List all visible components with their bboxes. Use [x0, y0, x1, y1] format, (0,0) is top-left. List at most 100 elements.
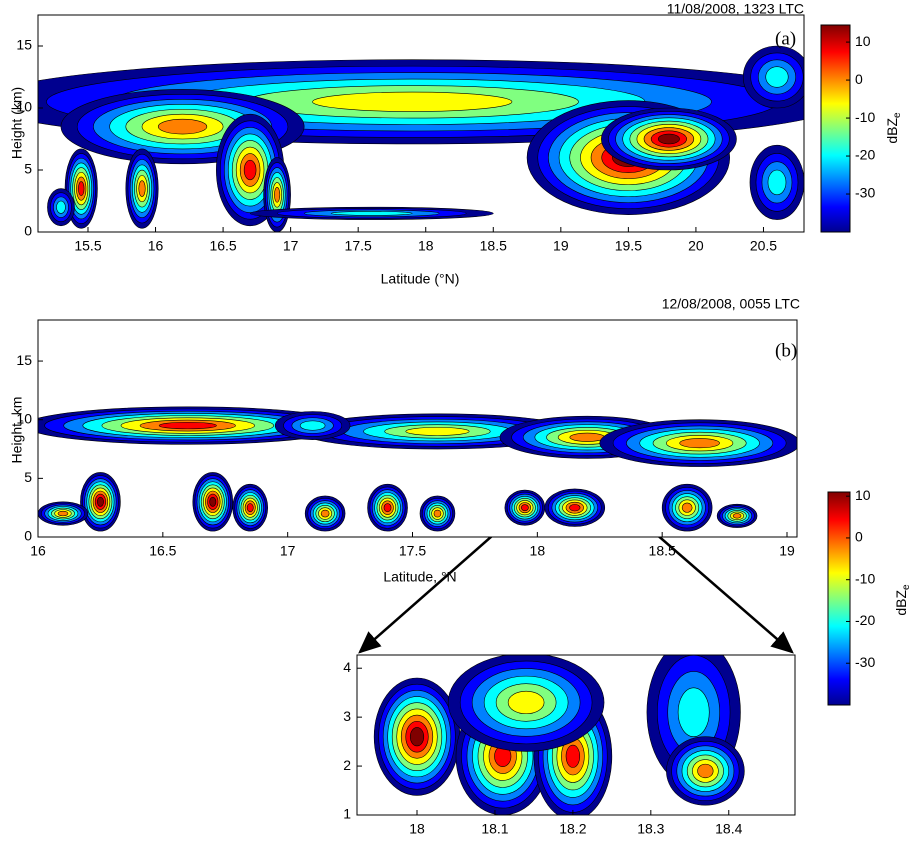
x-tick-label: 17.5 [345, 238, 372, 254]
y-tick-label: 10 [16, 410, 32, 426]
contour-level [158, 421, 217, 430]
contour-level [681, 502, 693, 513]
contour-level [569, 504, 581, 512]
colorbar-tick-label: 10 [855, 487, 871, 503]
colorbar-tick-label: -10 [855, 109, 875, 125]
x-tick-label: 19 [553, 238, 569, 254]
x-tick-label: 19.5 [615, 238, 642, 254]
colorbar-tick-label: 0 [855, 71, 863, 87]
contour-field [38, 406, 797, 532]
colorbar-label: dBZe [893, 584, 912, 616]
colorbar-label: dBZe [884, 112, 903, 144]
contour-level [274, 187, 281, 203]
colorbar-label-main: dBZ [884, 118, 900, 144]
contour-level [405, 427, 470, 436]
y-tick-label: 0 [24, 528, 32, 544]
contour-level [299, 420, 326, 431]
colorbar-tick-label: -30 [855, 185, 875, 201]
contour-level [330, 211, 413, 216]
y-tick-label: 5 [24, 469, 32, 485]
contour-level [657, 133, 680, 145]
contour-level [56, 200, 66, 214]
x-tick-label: 15.5 [74, 238, 101, 254]
contour-level [569, 432, 606, 442]
contour-level [565, 744, 581, 768]
panel: 15.5 16 16.5 17 17.5 18 18.5 19 19.5 20 20.5 0 5 10 15… [9, 1, 903, 287]
x-tick-label: 18.5 [649, 543, 676, 559]
contour-level [320, 509, 330, 518]
panel-label: (b) [775, 340, 797, 361]
x-tick-label: 19 [779, 543, 795, 559]
x-axis-label: Latitude, °N [383, 569, 456, 585]
colorbar [820, 24, 851, 233]
contour-level [521, 504, 529, 512]
colorbar-label-sub: e [901, 584, 912, 590]
x-axis-label: Latitude (°N) [381, 271, 460, 287]
x-tick-label: 16 [148, 238, 164, 254]
y-tick-label: 2 [343, 757, 351, 773]
contour-field [38, 45, 804, 232]
x-tick-label: 17 [283, 238, 299, 254]
contour-level [677, 687, 710, 738]
x-tick-label: 18.2 [559, 821, 586, 837]
x-tick-label: 16.5 [209, 238, 236, 254]
x-tick-label: 18 [409, 821, 425, 837]
contour-level [157, 118, 208, 135]
y-tick-label: 10 [16, 99, 32, 115]
y-tick-label: 15 [16, 352, 32, 368]
x-tick-label: 17 [280, 543, 296, 559]
y-axis-label: Height (km) [9, 87, 25, 159]
panel-label: (a) [775, 28, 796, 49]
contour-level [78, 181, 85, 196]
colorbar-tick-label: -20 [855, 612, 875, 628]
contour-level [57, 510, 69, 517]
x-tick-label: 18 [418, 238, 434, 254]
axes-frame [37, 319, 798, 538]
contour-level [732, 513, 742, 519]
x-tick-label: 16.5 [149, 543, 176, 559]
colorbar-tick-label: 0 [855, 529, 863, 545]
y-tick-label: 5 [24, 161, 32, 177]
colorbar-tick-label: -20 [855, 147, 875, 163]
colorbar-tick-label: 10 [855, 33, 871, 49]
y-tick-label: 15 [16, 37, 32, 53]
panel-title: 12/08/2008, 0055 LTC [662, 296, 800, 312]
contour-level [246, 503, 254, 513]
contour-level [138, 180, 146, 197]
contour-level [765, 66, 789, 88]
y-tick-label: 4 [343, 659, 351, 675]
colorbar [827, 491, 851, 706]
y-tick-label: 0 [24, 223, 32, 239]
y-tick-label: 3 [343, 708, 351, 724]
x-tick-label: 20.5 [750, 238, 777, 254]
contour-level [96, 496, 104, 507]
x-tick-label: 17.5 [399, 543, 426, 559]
contour-level [409, 727, 425, 747]
contour-level [767, 169, 787, 196]
panel: 16 16.5 17 17.5 18 18.5 19 0 5 10 15 12/08/2008, 00… [9, 296, 912, 706]
contour-level [433, 509, 442, 518]
colorbar-tick-label: -30 [855, 654, 875, 670]
y-tick-label: 1 [343, 806, 351, 822]
contour-level [243, 159, 257, 181]
colorbar-label-main: dBZ [893, 590, 909, 616]
x-tick-label: 18.4 [715, 821, 742, 837]
contour-level [697, 763, 714, 779]
x-tick-label: 18.3 [637, 821, 664, 837]
x-tick-label: 18.5 [480, 238, 507, 254]
y-axis-label: Height, km [9, 397, 25, 464]
colorbar-tick-label: -10 [855, 570, 875, 586]
contour-level [209, 496, 217, 507]
contour-level [679, 438, 720, 449]
contour-field [373, 655, 745, 815]
axes-frame [356, 654, 796, 816]
panel-title: 11/08/2008, 1323 LTC [667, 1, 804, 17]
x-tick-label: 20 [688, 238, 704, 254]
x-tick-label: 18 [530, 543, 546, 559]
axes-frame [37, 14, 805, 233]
contour-level [507, 690, 545, 715]
x-tick-label: 18.1 [481, 821, 508, 837]
panel: 18 18.1 18.2 18.3 18.4 1 2 3 4 [343, 654, 796, 837]
x-tick-label: 16 [30, 543, 46, 559]
